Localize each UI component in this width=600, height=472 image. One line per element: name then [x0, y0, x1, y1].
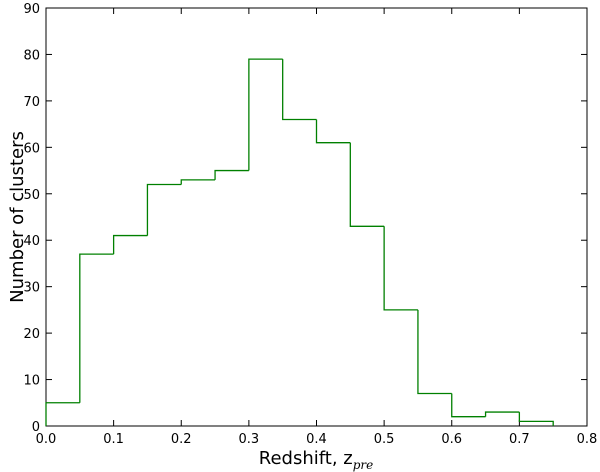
x-tick-label: 0.5	[374, 432, 395, 447]
y-axis-label: Number of clusters	[7, 131, 28, 303]
histogram-step	[180, 179, 216, 185]
x-tick-label: 0.0	[36, 432, 57, 447]
histogram-step	[383, 226, 418, 311]
x-tick-label: 0.4	[306, 432, 327, 447]
histogram-step	[451, 393, 486, 418]
y-tick-label: 70	[23, 95, 40, 110]
histogram-step	[282, 59, 317, 121]
x-tick-label: 0.1	[103, 432, 124, 447]
histogram-step	[518, 412, 554, 426]
histogram-step	[79, 253, 114, 403]
histogram-step	[484, 411, 520, 417]
histogram-step	[315, 119, 351, 144]
x-tick-label: 0.2	[171, 432, 192, 447]
histogram-step	[112, 234, 148, 255]
y-tick-label: 30	[23, 281, 40, 296]
x-tick-label: 0.8	[577, 432, 598, 447]
y-tick-label: 20	[23, 327, 40, 342]
x-tick-label: 0.7	[509, 432, 530, 447]
histogram-step	[248, 58, 283, 171]
y-tick-label: 50	[23, 188, 40, 203]
histogram-step	[214, 169, 249, 180]
y-tick-label: 40	[23, 234, 40, 249]
histogram-step	[146, 183, 182, 236]
y-tick-label: 80	[23, 48, 40, 63]
y-tick-label: 90	[23, 2, 40, 17]
axes-frame	[45, 7, 588, 427]
x-axis-label-text: Redshift, z	[259, 448, 353, 469]
x-tick-label: 0.6	[441, 432, 462, 447]
x-tick-label: 0.3	[239, 432, 260, 447]
y-tick-label: 60	[23, 141, 40, 156]
histogram-step	[349, 142, 385, 227]
x-axis-label: Redshift, zpre	[259, 448, 374, 472]
histogram-step	[45, 402, 80, 426]
y-tick-label: 10	[23, 374, 40, 389]
histogram-step	[417, 309, 452, 395]
y-tick-label: 0	[32, 420, 40, 435]
x-axis-label-subscript: pre	[353, 458, 374, 472]
